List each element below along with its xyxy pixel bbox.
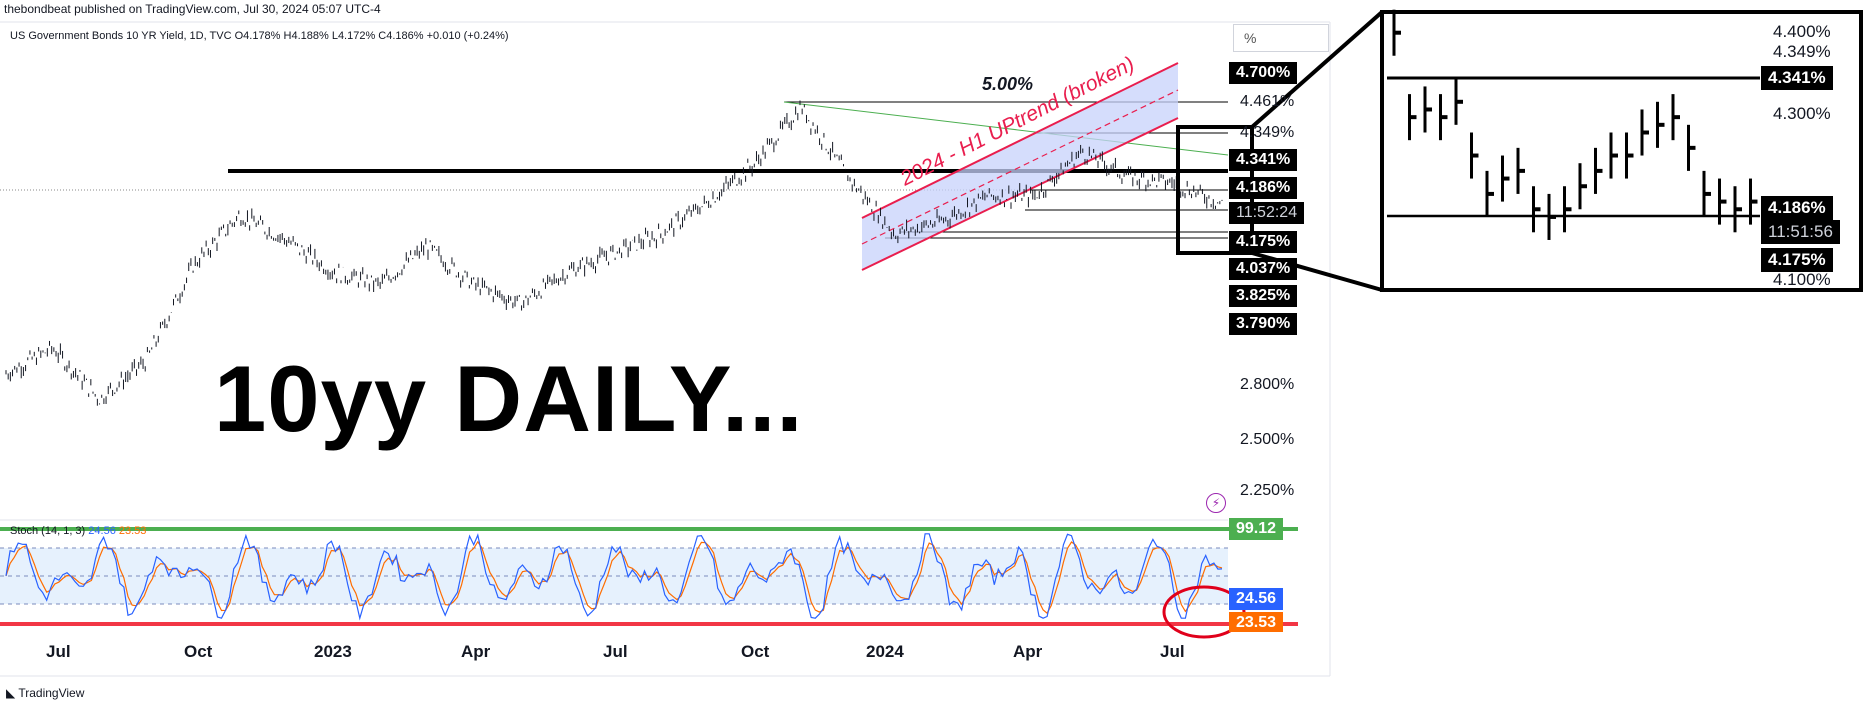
stoch-d-tag: 23.53: [1229, 612, 1284, 632]
tag-3790: 3.790%: [1229, 313, 1298, 335]
lightning-icon[interactable]: ⚡: [1206, 493, 1226, 513]
tag-4186: 4.186%: [1229, 177, 1298, 199]
connector-top: [1250, 10, 1384, 129]
time-label-2024: 2024: [866, 642, 904, 661]
price-bars: [5, 100, 1223, 406]
inset-axis-4100: 4.100%: [1773, 270, 1831, 289]
tag-4700: 4.700%: [1229, 62, 1298, 84]
symbol-legend: US Government Bonds 10 YR Yield, 1D, TVC…: [10, 30, 509, 42]
tradingview-logo-icon: ◣: [6, 686, 16, 700]
inset-axis-4400: 4.400%: [1773, 22, 1831, 41]
stoch-legend-k: 24.56: [88, 525, 116, 537]
time-label-jul-2024: Jul: [1160, 642, 1185, 661]
tag-4175: 4.175%: [1229, 231, 1298, 253]
inset-axis-4300: 4.300%: [1773, 104, 1831, 123]
inset-bars: [1392, 9, 1758, 240]
countdown-timer: 11:52:24: [1229, 202, 1305, 224]
green-trendline: [783, 101, 1229, 156]
axis-label-2250: 2.250%: [1240, 482, 1295, 499]
axis-label-4461: 4.461%: [1240, 93, 1295, 110]
time-label-2023: 2023: [314, 642, 352, 661]
inset-tag-4186: 4.186%: [1761, 196, 1833, 220]
axis-label-2500: 2.500%: [1240, 431, 1295, 448]
time-label-jul-2023: Jul: [603, 642, 628, 661]
stoch-d-line: [5, 540, 1223, 615]
time-label-oct-2022: Oct: [184, 642, 213, 661]
tradingview-brand: ◣ TradingView: [6, 686, 84, 700]
tag-3825: 3.825%: [1229, 285, 1298, 307]
time-label-oct-2023: Oct: [741, 642, 770, 661]
inset-tag-4175: 4.175%: [1761, 248, 1833, 272]
stoch-k-tag: 24.56: [1229, 588, 1284, 610]
overlay-title: 10yy DAILY...: [214, 346, 804, 451]
stoch-legend-d: 23.53: [118, 525, 147, 537]
inset-axis-4349: 4.349%: [1773, 42, 1831, 61]
inset-tag-4341: 4.341%: [1761, 66, 1833, 90]
time-label-apr-2024: Apr: [1013, 642, 1043, 661]
tradingview-brand-text: TradingView: [18, 686, 85, 700]
channel-upper-line: [861, 62, 1179, 219]
tag-4341: 4.341%: [1229, 149, 1298, 171]
inset-countdown: 11:51:56: [1761, 220, 1840, 244]
tag-4037: 4.037%: [1229, 258, 1298, 280]
publish-info: thebondbeat published on TradingView.com…: [4, 2, 381, 16]
axis-label-4349: 4.349%: [1240, 124, 1295, 141]
stoch-legend: Stoch (14, 1, 3) 24.56 23.53: [10, 525, 146, 537]
stoch-upper-tag: 99.12: [1229, 518, 1284, 540]
time-label-apr-2023: Apr: [461, 642, 491, 661]
channel-mid-line: [861, 89, 1179, 245]
fib-label: 5.00%: [982, 74, 1033, 94]
axis-label-2800: 2.800%: [1240, 376, 1295, 393]
stoch-k-line: [5, 533, 1223, 621]
percent-scale-button[interactable]: %: [1233, 24, 1329, 52]
percent-scale-label: %: [1244, 30, 1257, 46]
channel-lower-line: [861, 117, 1179, 271]
time-label-jul-2022: Jul: [46, 642, 71, 661]
stoch-legend-name: Stoch (14, 1, 3): [10, 525, 86, 537]
